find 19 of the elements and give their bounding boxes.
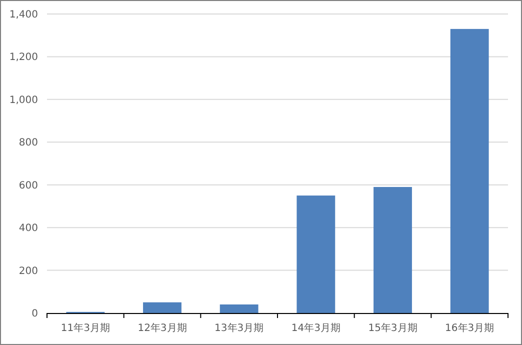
x-tick-label: 11年3月期 — [60, 322, 110, 334]
x-tick-label: 13年3月期 — [214, 322, 264, 334]
y-tick-label: 0 — [32, 308, 38, 320]
y-tick-label: 1,400 — [9, 10, 38, 20]
bar — [143, 302, 182, 313]
y-tick-label: 1,000 — [9, 94, 38, 106]
y-tick-label: 200 — [18, 266, 38, 277]
x-tick-label: 16年3月期 — [445, 322, 494, 334]
x-tick-label: 15年3月期 — [368, 322, 418, 334]
bar — [450, 28, 489, 313]
bar — [374, 186, 412, 313]
y-tick-label: 600 — [18, 180, 38, 192]
y-tick-label: 1,200 — [9, 52, 38, 64]
bar — [220, 304, 258, 313]
y-tick-label: 400 — [18, 223, 38, 234]
x-tick-label: 14年3月期 — [291, 322, 340, 334]
x-tick-label: 12年3月期 — [138, 322, 187, 334]
bar — [296, 196, 336, 313]
y-tick-label: 800 — [18, 138, 38, 149]
